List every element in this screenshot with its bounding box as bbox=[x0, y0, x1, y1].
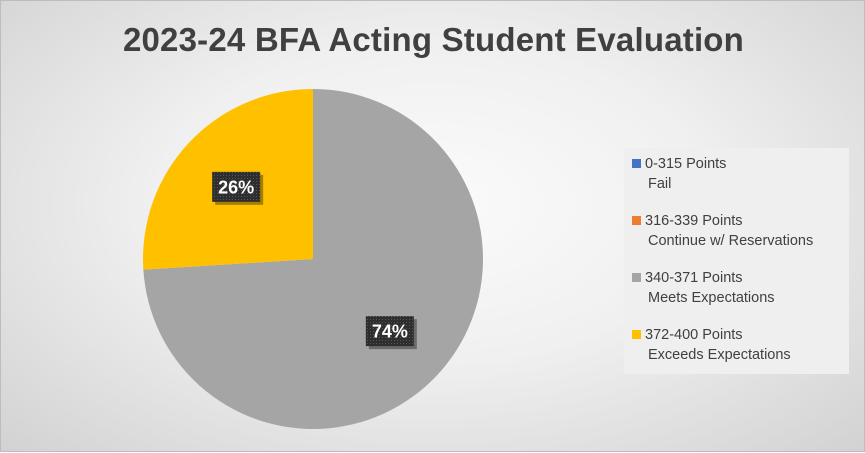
legend-swatch bbox=[632, 159, 641, 168]
svg-text:74%: 74% bbox=[372, 322, 408, 342]
legend-item-exceeds: 372-400 Points Exceeds Expectations bbox=[632, 325, 849, 382]
legend-swatch bbox=[632, 216, 641, 225]
legend-label: 0-315 Points bbox=[645, 156, 727, 172]
legend: 0-315 Points Fail 316-339 Points Continu… bbox=[624, 148, 849, 374]
legend-item-fail: 0-315 Points Fail bbox=[632, 154, 849, 211]
svg-text:26%: 26% bbox=[218, 177, 254, 197]
legend-label: 372-400 Points bbox=[645, 327, 743, 343]
data-label: 74% bbox=[365, 316, 417, 350]
chart-title: 2023-24 BFA Acting Student Evaluation bbox=[122, 21, 745, 58]
legend-label: 340-371 Points bbox=[645, 270, 743, 286]
legend-item-meets: 340-371 Points Meets Expectations bbox=[632, 268, 849, 325]
legend-label: 316-339 Points bbox=[645, 213, 743, 229]
legend-sublabel: Exceeds Expectations bbox=[648, 347, 791, 363]
legend-sublabel: Fail bbox=[648, 176, 672, 192]
data-label: 26% bbox=[212, 171, 264, 205]
legend-swatch bbox=[632, 273, 641, 282]
legend-swatch bbox=[632, 330, 641, 339]
legend-sublabel: Continue w/ Reservations bbox=[648, 233, 814, 249]
legend-item-continue: 316-339 Points Continue w/ Reservations bbox=[632, 211, 849, 268]
legend-sublabel: Meets Expectations bbox=[648, 290, 775, 306]
